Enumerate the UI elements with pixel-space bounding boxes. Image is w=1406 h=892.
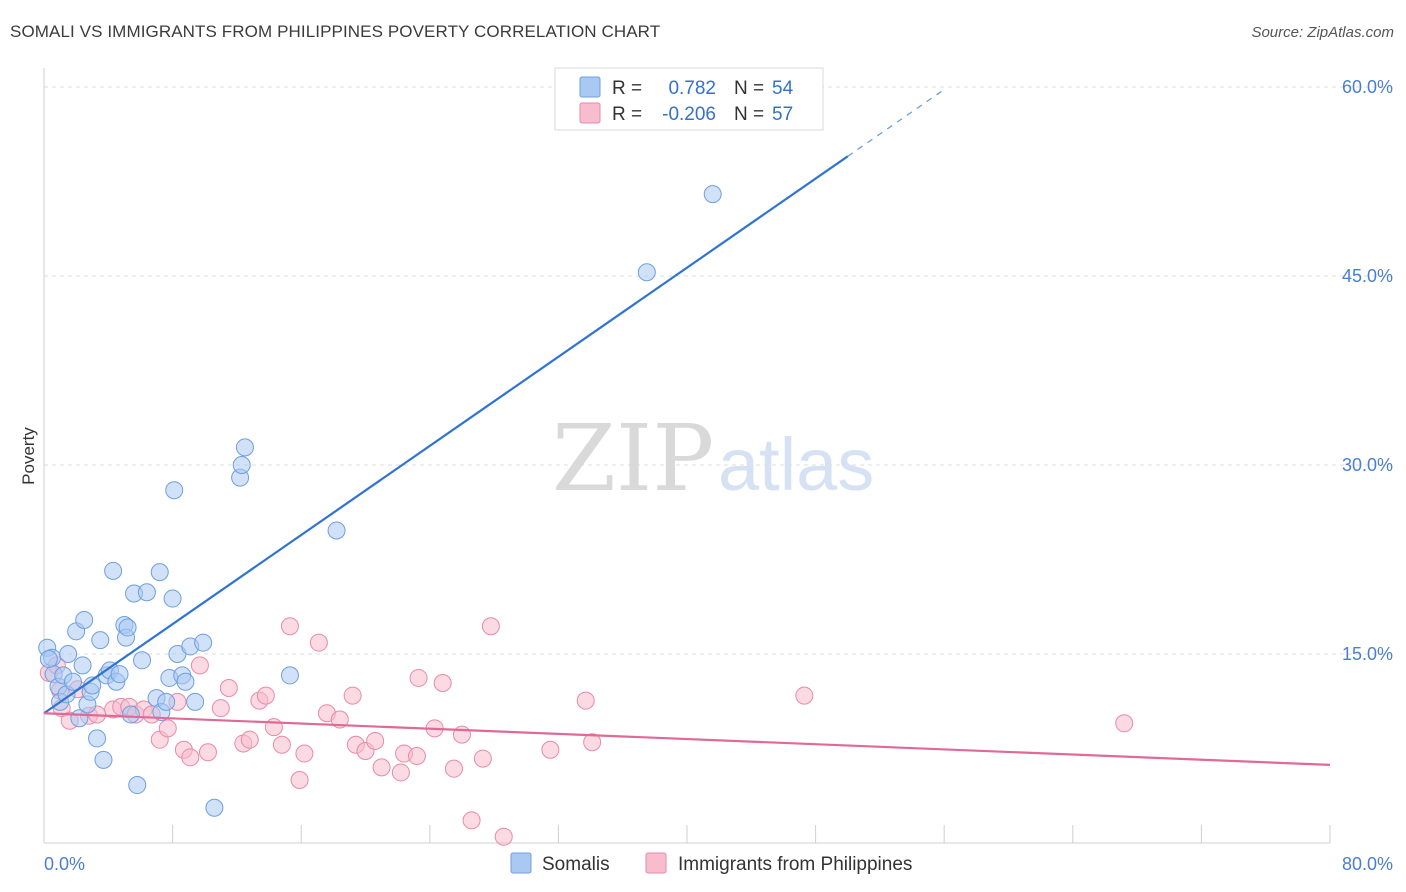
philippines-point-26 <box>256 686 275 705</box>
somali-point-26 <box>118 618 137 637</box>
philippines-point-56 <box>1115 714 1134 733</box>
somali-point-30 <box>133 651 152 670</box>
somali-point-49 <box>280 666 299 685</box>
philippines-point-35 <box>343 686 362 705</box>
legend-n-label-somalis: N = <box>734 78 764 99</box>
somali-point-43 <box>186 692 205 711</box>
correlation-legend: R = 0.782 N = 54 R = -0.206 N = 57 <box>554 67 824 131</box>
philippines-point-30 <box>290 771 309 789</box>
x-tick-label-max: 80.0% <box>1342 854 1393 874</box>
philippines-point-39 <box>372 758 391 777</box>
watermark-atlas: atlas <box>718 423 874 506</box>
legend-n-value-somalis: 54 <box>772 78 794 99</box>
philippines-point-49 <box>473 749 492 768</box>
philippines-point-46 <box>444 759 463 778</box>
somali-point-31 <box>137 583 156 602</box>
chart-title: SOMALI VS IMMIGRANTS FROM PHILIPPINES PO… <box>10 22 661 41</box>
legend-r-label-philippines: R = <box>612 104 642 125</box>
somali-point-44 <box>194 633 213 652</box>
somali-point-27 <box>121 705 140 724</box>
philippines-point-38 <box>366 731 385 750</box>
bottom-legend-label-somalis: Somalis <box>542 854 610 875</box>
philippines-point-48 <box>462 811 481 830</box>
somali-point-7 <box>59 645 78 663</box>
somali-point-47 <box>232 456 251 474</box>
somali-trend-line <box>43 155 849 715</box>
grid-lines <box>44 86 1393 655</box>
bottom-legend-swatch-somalis <box>510 852 532 874</box>
philippines-point-40 <box>391 763 410 782</box>
somali-point-50 <box>327 521 346 540</box>
watermark-zip: ZIP <box>552 405 714 512</box>
philippines-point-43 <box>409 668 428 687</box>
philippines-point-31 <box>295 744 314 763</box>
legend-n-value-philippines: 57 <box>772 104 793 125</box>
series-legend: Somalis Immigrants from Philippines <box>510 852 912 875</box>
philippines-point-42 <box>407 747 426 766</box>
philippines-point-51 <box>494 827 513 846</box>
legend-n-label-philippines: N = <box>734 104 764 125</box>
philippines-point-45 <box>433 673 452 692</box>
philippines-point-15 <box>158 719 177 738</box>
somali-point-51 <box>637 263 656 282</box>
source-label: Source: ZipAtlas.com <box>1251 24 1394 41</box>
legend-r-label-somalis: R = <box>612 78 642 99</box>
philippines-point-22 <box>219 679 238 698</box>
watermark: ZIP atlas <box>552 405 874 512</box>
philippines-point-18 <box>181 748 200 767</box>
x-tick-label-min: 0.0% <box>44 854 85 874</box>
y-axis-label: Poverty <box>19 427 38 485</box>
y-tick-label-15: 15.0% <box>1342 644 1393 664</box>
legend-swatch-somalis <box>579 76 601 98</box>
somali-point-23 <box>110 665 129 684</box>
somali-point-45 <box>205 798 224 817</box>
somali-point-8 <box>63 672 82 691</box>
philippines-point-28 <box>272 735 291 754</box>
somali-trend-extension <box>847 88 945 157</box>
philippines-point-50 <box>481 617 500 636</box>
somali-point-18 <box>94 750 113 769</box>
somali-point-52 <box>703 185 722 204</box>
philippines-point-24 <box>240 730 259 749</box>
philippines-point-53 <box>576 691 595 710</box>
somali-point-48 <box>235 438 254 457</box>
philippines-point-52 <box>541 740 560 759</box>
philippines-point-55 <box>795 686 814 705</box>
somali-point-53 <box>39 650 58 669</box>
somali-point-41 <box>176 672 195 691</box>
somali-point-17 <box>91 631 110 650</box>
y-tick-label-60: 60.0% <box>1342 77 1393 97</box>
philippines-points <box>39 617 1134 846</box>
somali-point-35 <box>157 692 176 711</box>
philippines-trend-line <box>43 712 1331 766</box>
y-tick-label-45: 45.0% <box>1342 266 1393 286</box>
philippines-point-54 <box>583 733 602 752</box>
somali-point-12 <box>75 610 94 629</box>
philippines-point-20 <box>198 743 217 762</box>
philippines-point-34 <box>330 710 349 729</box>
somali-point-21 <box>104 561 123 580</box>
somali-point-16 <box>88 729 107 748</box>
legend-swatch-philippines <box>579 102 601 124</box>
trend-lines <box>43 88 1331 766</box>
somali-point-11 <box>73 656 92 675</box>
y-tick-labels: 15.0% 30.0% 45.0% 60.0% <box>1342 77 1393 664</box>
somali-point-33 <box>150 563 169 582</box>
philippines-point-29 <box>280 617 299 636</box>
philippines-point-19 <box>190 656 209 675</box>
legend-r-value-philippines: -0.206 <box>662 104 716 125</box>
somali-point-37 <box>163 589 182 608</box>
somali-point-38 <box>165 481 184 500</box>
y-tick-label-30: 30.0% <box>1342 455 1393 475</box>
somali-point-29 <box>128 776 147 795</box>
bottom-legend-label-philippines: Immigrants from Philippines <box>678 854 912 875</box>
bottom-legend-swatch-philippines <box>645 852 667 874</box>
philippines-point-32 <box>309 633 328 652</box>
philippines-point-21 <box>211 699 230 718</box>
somali-points <box>38 185 722 817</box>
legend-r-value-somalis: 0.782 <box>668 78 716 99</box>
